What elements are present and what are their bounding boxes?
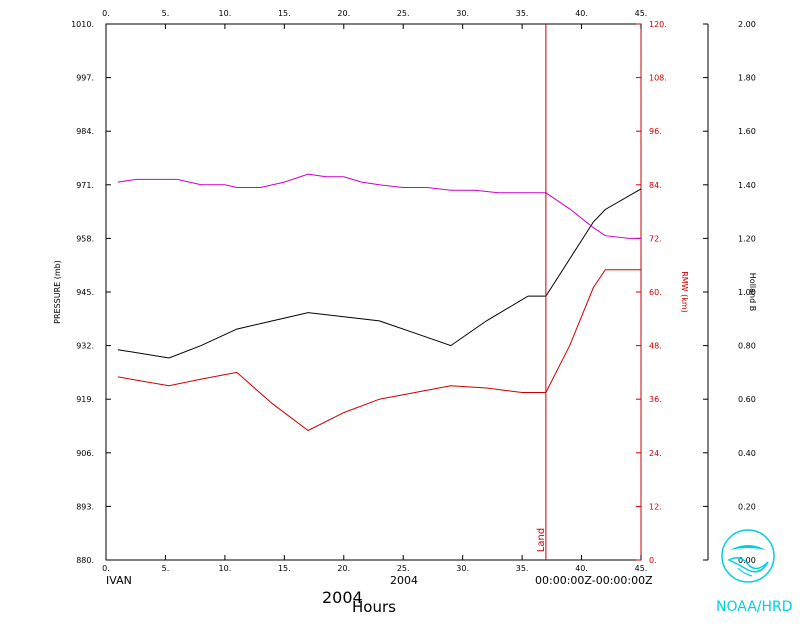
logo-text: noaa [736, 547, 761, 557]
pressure-axis-label: PRESSURE (mb) [53, 260, 62, 324]
pressure-tick-label: 919. [76, 395, 94, 404]
pressure-tick-label: 945. [76, 288, 94, 297]
rmw-axis-label: RMW (km) [680, 271, 689, 313]
noaa-logo-icon: noaa [721, 529, 775, 583]
year-label: 2004 [390, 574, 418, 587]
holland-tick-label: 1.00 [738, 288, 756, 297]
x-tick-label-bottom: 15. [278, 564, 291, 573]
x-axis-label: Hours [352, 598, 396, 616]
holland-tick-label: 1.40 [738, 181, 756, 190]
x-tick-label-top: 40. [575, 9, 588, 18]
x-tick-label-top: 0. [102, 9, 110, 18]
holland-tick-label: 2.00 [738, 20, 756, 29]
pressure-tick-label: 932. [76, 342, 94, 351]
pressure-tick-label: 906. [76, 449, 94, 458]
x-tick-label-bottom: 0. [102, 564, 110, 573]
rmw-tick-label: 60. [649, 288, 662, 297]
rmw-line [117, 269, 641, 432]
storm-name: IVAN [106, 574, 132, 587]
time-range-label: 00:00:00Z-00:00:00Z [535, 574, 653, 587]
holland-tick-label: 0.60 [738, 395, 756, 404]
holland-tick-label: 0.80 [738, 342, 756, 351]
rmw-tick-label: 108. [649, 74, 667, 83]
x-tick-label-bottom: 5. [162, 564, 170, 573]
pressure-tick-label: 971. [76, 181, 94, 190]
pressure-tick-label: 984. [76, 127, 94, 136]
holland-b-line [117, 173, 641, 239]
year-big-label: 2004 [322, 588, 363, 607]
rmw-tick-label: 36. [649, 395, 662, 404]
x-tick-label-top: 45. [635, 9, 648, 18]
rmw-tick-label: 48. [649, 342, 662, 351]
holland-tick-label: 0.20 [738, 502, 756, 511]
x-tick-label-bottom: 30. [456, 564, 469, 573]
plot-frame [105, 23, 642, 561]
x-tick-label-top: 15. [278, 9, 291, 18]
holland-axis-label: Holland B [748, 273, 757, 311]
rmw-tick-label: 24. [649, 449, 662, 458]
x-tick-label-top: 10. [219, 9, 232, 18]
rmw-tick-label: 0. [649, 556, 657, 565]
x-tick-label-top: 20. [337, 9, 350, 18]
rmw-tick-label: 96. [649, 127, 662, 136]
holland-tick-label: 1.20 [738, 234, 756, 243]
pressure-tick-label: 880. [76, 556, 94, 565]
x-tick-label-top: 35. [516, 9, 529, 18]
x-tick-label-top: 5. [162, 9, 170, 18]
x-tick-label-bottom: 25. [397, 564, 410, 573]
pressure-tick-label: 958. [76, 234, 94, 243]
holland-tick-label: 0.40 [738, 449, 756, 458]
x-tick-label-bottom: 20. [337, 564, 350, 573]
pressure-tick-label: 893. [76, 502, 94, 511]
pressure-line [117, 188, 642, 359]
org-label: NOAA/HRD [716, 599, 793, 615]
pressure-tick-label: 1010. [71, 20, 94, 29]
landfall-label: Land [536, 528, 547, 552]
rmw-tick-label: 72. [649, 234, 662, 243]
x-tick-label-top: 25. [397, 9, 410, 18]
x-tick-label-bottom: 10. [219, 564, 232, 573]
pressure-tick-label: 997. [76, 74, 94, 83]
holland-tick-label: 1.60 [738, 127, 756, 136]
rmw-tick-label: 120. [649, 20, 667, 29]
rmw-tick-label: 84. [649, 181, 662, 190]
holland-tick-label: 0.00 [738, 556, 756, 565]
rmw-tick-label: 12. [649, 502, 662, 511]
x-tick-label-bottom: 35. [516, 564, 529, 573]
x-tick-label-top: 30. [456, 9, 469, 18]
holland-tick-label: 1.80 [738, 74, 756, 83]
x-tick-label-bottom: 40. [575, 564, 588, 573]
x-tick-label-bottom: 45. [635, 564, 648, 573]
